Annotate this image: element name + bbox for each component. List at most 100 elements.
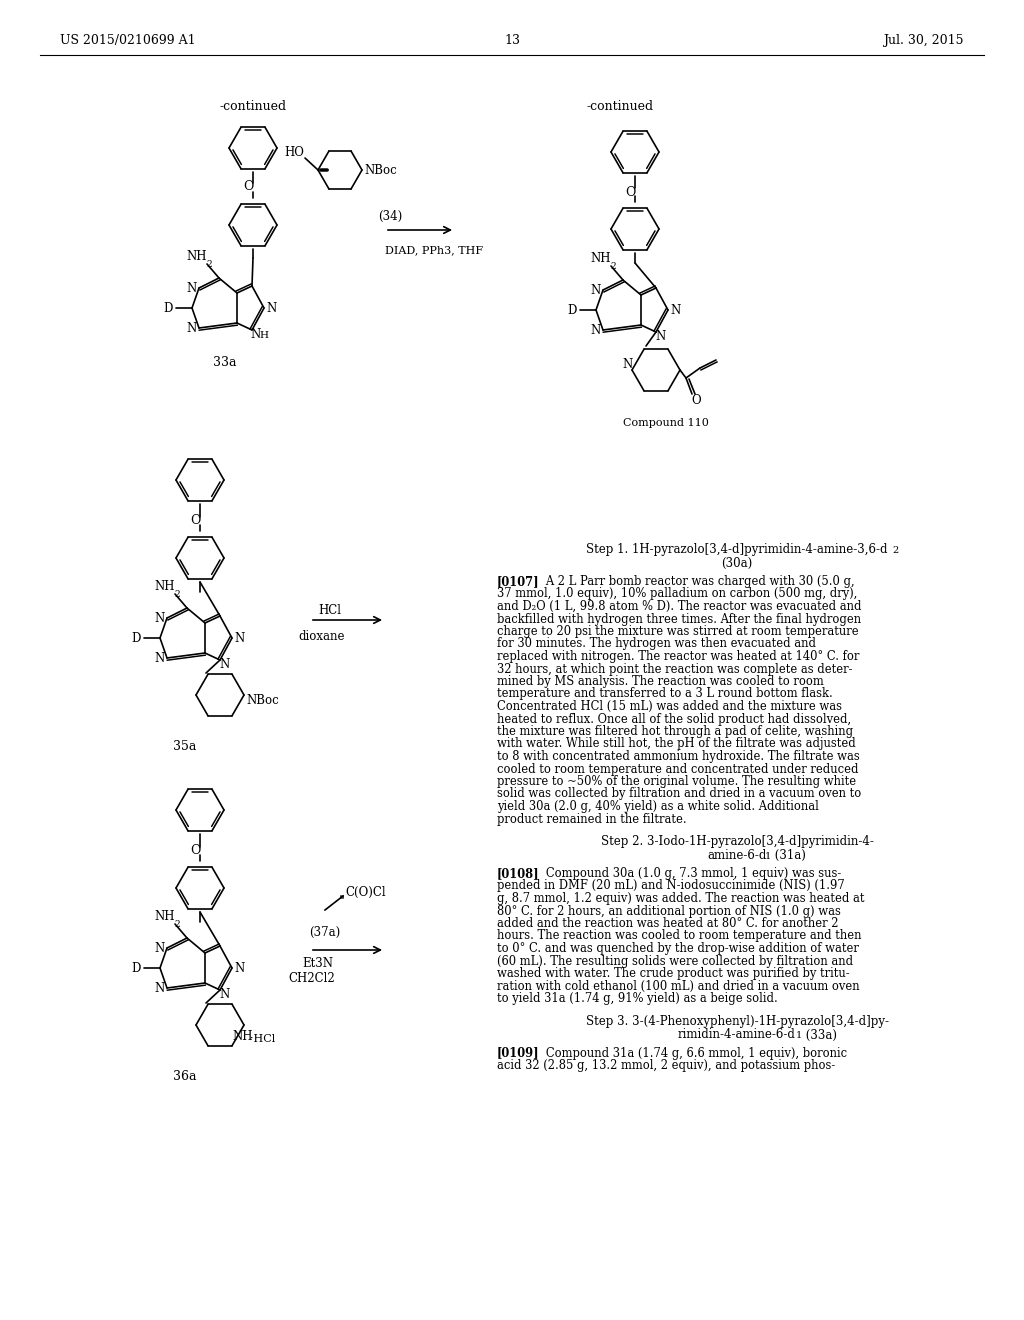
Text: 35a: 35a — [173, 741, 197, 752]
Text: D: D — [567, 304, 577, 317]
Text: backfilled with hydrogen three times. After the final hydrogen: backfilled with hydrogen three times. Af… — [497, 612, 861, 626]
Text: [0108]: [0108] — [497, 867, 540, 880]
Text: Step 3. 3-(4-Phenoxyphenyl)-1H-pyrazolo[3,4-d]py-: Step 3. 3-(4-Phenoxyphenyl)-1H-pyrazolo[… — [586, 1015, 889, 1027]
Text: 33a: 33a — [213, 356, 237, 370]
Text: O: O — [691, 393, 700, 407]
Text: 32 hours, at which point the reaction was complete as deter-: 32 hours, at which point the reaction wa… — [497, 663, 853, 676]
Text: rimidin-4-amine-6-d: rimidin-4-amine-6-d — [678, 1028, 796, 1041]
Text: 1: 1 — [796, 1031, 802, 1040]
Text: N: N — [220, 659, 230, 672]
Text: O: O — [243, 181, 253, 194]
Text: -continued: -continued — [587, 100, 653, 114]
Text: to yield 31a (1.74 g, 91% yield) as a beige solid.: to yield 31a (1.74 g, 91% yield) as a be… — [497, 993, 778, 1005]
Text: with water. While still hot, the pH of the filtrate was adjusted: with water. While still hot, the pH of t… — [497, 738, 856, 751]
Text: N: N — [251, 329, 261, 342]
Text: (30a): (30a) — [721, 557, 753, 570]
Text: (60 mL). The resulting solids were collected by filtration and: (60 mL). The resulting solids were colle… — [497, 954, 853, 968]
Text: 2: 2 — [892, 546, 898, 554]
Text: D: D — [163, 301, 173, 314]
Text: C(O)Cl: C(O)Cl — [345, 886, 386, 899]
Text: NBoc: NBoc — [246, 693, 279, 706]
Text: Compound 110: Compound 110 — [623, 418, 709, 428]
Text: N: N — [671, 304, 681, 317]
Text: N: N — [656, 330, 667, 343]
Text: g, 8.7 mmol, 1.2 equiv) was added. The reaction was heated at: g, 8.7 mmol, 1.2 equiv) was added. The r… — [497, 892, 864, 906]
Text: dioxane: dioxane — [299, 630, 345, 643]
Text: (33a): (33a) — [802, 1028, 837, 1041]
Text: -continued: -continued — [219, 100, 287, 114]
Text: Compound 31a (1.74 g, 6.6 mmol, 1 equiv), boronic: Compound 31a (1.74 g, 6.6 mmol, 1 equiv)… — [535, 1047, 847, 1060]
Text: the mixture was filtered hot through a pad of celite, washing: the mixture was filtered hot through a p… — [497, 725, 853, 738]
Text: to 0° C. and was quenched by the drop-wise addition of water: to 0° C. and was quenched by the drop-wi… — [497, 942, 859, 954]
Text: O: O — [189, 515, 200, 528]
Text: 1: 1 — [765, 851, 771, 861]
Text: Step 1. 1H-pyrazolo[3,4-d]pyrimidin-4-amine-3,6-d: Step 1. 1H-pyrazolo[3,4-d]pyrimidin-4-am… — [587, 543, 888, 556]
Text: to 8 with concentrated ammonium hydroxide. The filtrate was: to 8 with concentrated ammonium hydroxid… — [497, 750, 860, 763]
Text: amine-6-d: amine-6-d — [708, 849, 767, 862]
Text: Compound 30a (1.0 g, 7.3 mmol, 1 equiv) was sus-: Compound 30a (1.0 g, 7.3 mmol, 1 equiv) … — [535, 867, 842, 880]
Text: heated to reflux. Once all of the solid product had dissolved,: heated to reflux. Once all of the solid … — [497, 713, 851, 726]
Text: ·HCl: ·HCl — [250, 1034, 275, 1044]
Text: pended in DMF (20 mL) and N-iodosuccinimide (NIS) (1.97: pended in DMF (20 mL) and N-iodosuccinim… — [497, 879, 845, 892]
Text: D: D — [131, 961, 140, 974]
Text: [0107]: [0107] — [497, 576, 540, 587]
Text: temperature and transferred to a 3 L round bottom flask.: temperature and transferred to a 3 L rou… — [497, 688, 833, 701]
Text: mined by MS analysis. The reaction was cooled to room: mined by MS analysis. The reaction was c… — [497, 675, 823, 688]
Text: (34): (34) — [378, 210, 402, 223]
Text: O: O — [625, 186, 635, 198]
Text: (37a): (37a) — [309, 927, 341, 939]
Text: 36a: 36a — [173, 1071, 197, 1082]
Text: DIAD, PPh3, THF: DIAD, PPh3, THF — [385, 246, 483, 255]
Text: N: N — [220, 989, 230, 1002]
Text: N: N — [155, 982, 165, 994]
Text: N: N — [623, 359, 633, 371]
Text: replaced with nitrogen. The reactor was heated at 140° C. for: replaced with nitrogen. The reactor was … — [497, 649, 859, 663]
Text: O: O — [189, 845, 200, 858]
Text: N: N — [155, 611, 165, 624]
Text: 2: 2 — [174, 590, 180, 599]
Text: NH: NH — [155, 909, 175, 923]
Text: charge to 20 psi the mixture was stirred at room temperature: charge to 20 psi the mixture was stirred… — [497, 624, 859, 638]
Text: NH: NH — [591, 252, 611, 264]
Text: Jul. 30, 2015: Jul. 30, 2015 — [884, 34, 964, 48]
Text: Et3N: Et3N — [302, 957, 334, 970]
Text: A 2 L Parr bomb reactor was charged with 30 (5.0 g,: A 2 L Parr bomb reactor was charged with… — [535, 576, 855, 587]
Text: 13: 13 — [504, 34, 520, 48]
Text: HO: HO — [284, 145, 304, 158]
Text: NBoc: NBoc — [364, 164, 396, 177]
Text: NH: NH — [155, 579, 175, 593]
Text: 37 mmol, 1.0 equiv), 10% palladium on carbon (500 mg, dry),: 37 mmol, 1.0 equiv), 10% palladium on ca… — [497, 587, 857, 601]
Text: D: D — [131, 631, 140, 644]
Text: N: N — [234, 631, 245, 644]
Text: N: N — [155, 652, 165, 664]
Text: added and the reaction was heated at 80° C. for another 2: added and the reaction was heated at 80°… — [497, 917, 839, 931]
Text: Step 2. 3-Iodo-1H-pyrazolo[3,4-d]pyrimidin-4-: Step 2. 3-Iodo-1H-pyrazolo[3,4-d]pyrimid… — [600, 836, 873, 847]
Text: cooled to room temperature and concentrated under reduced: cooled to room temperature and concentra… — [497, 763, 858, 776]
Text: 80° C. for 2 hours, an additional portion of NIS (1.0 g) was: 80° C. for 2 hours, an additional portio… — [497, 904, 841, 917]
Text: for 30 minutes. The hydrogen was then evacuated and: for 30 minutes. The hydrogen was then ev… — [497, 638, 816, 651]
Text: washed with water. The crude product was purified by tritu-: washed with water. The crude product was… — [497, 968, 850, 979]
Text: 2: 2 — [206, 260, 212, 269]
Text: NH: NH — [232, 1031, 253, 1044]
Text: pressure to ~50% of the original volume. The resulting white: pressure to ~50% of the original volume.… — [497, 775, 856, 788]
Text: product remained in the filtrate.: product remained in the filtrate. — [497, 813, 687, 825]
Text: acid 32 (2.85 g, 13.2 mmol, 2 equiv), and potassium phos-: acid 32 (2.85 g, 13.2 mmol, 2 equiv), an… — [497, 1059, 836, 1072]
Text: H: H — [259, 330, 268, 339]
Text: (31a): (31a) — [771, 849, 806, 862]
Text: yield 30a (2.0 g, 40% yield) as a white solid. Additional: yield 30a (2.0 g, 40% yield) as a white … — [497, 800, 819, 813]
Text: 2: 2 — [174, 920, 180, 929]
Text: N: N — [155, 941, 165, 954]
Text: and D₂O (1 L, 99.8 atom % D). The reactor was evacuated and: and D₂O (1 L, 99.8 atom % D). The reacto… — [497, 601, 861, 612]
Text: N: N — [267, 301, 278, 314]
Text: N: N — [186, 322, 198, 334]
Text: US 2015/0210699 A1: US 2015/0210699 A1 — [60, 34, 196, 48]
Text: 2: 2 — [610, 261, 615, 271]
Text: NH: NH — [186, 249, 207, 263]
Text: hours. The reaction was cooled to room temperature and then: hours. The reaction was cooled to room t… — [497, 929, 861, 942]
Text: N: N — [186, 281, 198, 294]
Text: N: N — [591, 323, 601, 337]
Text: ration with cold ethanol (100 mL) and dried in a vacuum oven: ration with cold ethanol (100 mL) and dr… — [497, 979, 859, 993]
Text: HCl: HCl — [318, 605, 341, 616]
Text: CH2Cl2: CH2Cl2 — [289, 972, 336, 985]
Text: solid was collected by filtration and dried in a vacuum oven to: solid was collected by filtration and dr… — [497, 788, 861, 800]
